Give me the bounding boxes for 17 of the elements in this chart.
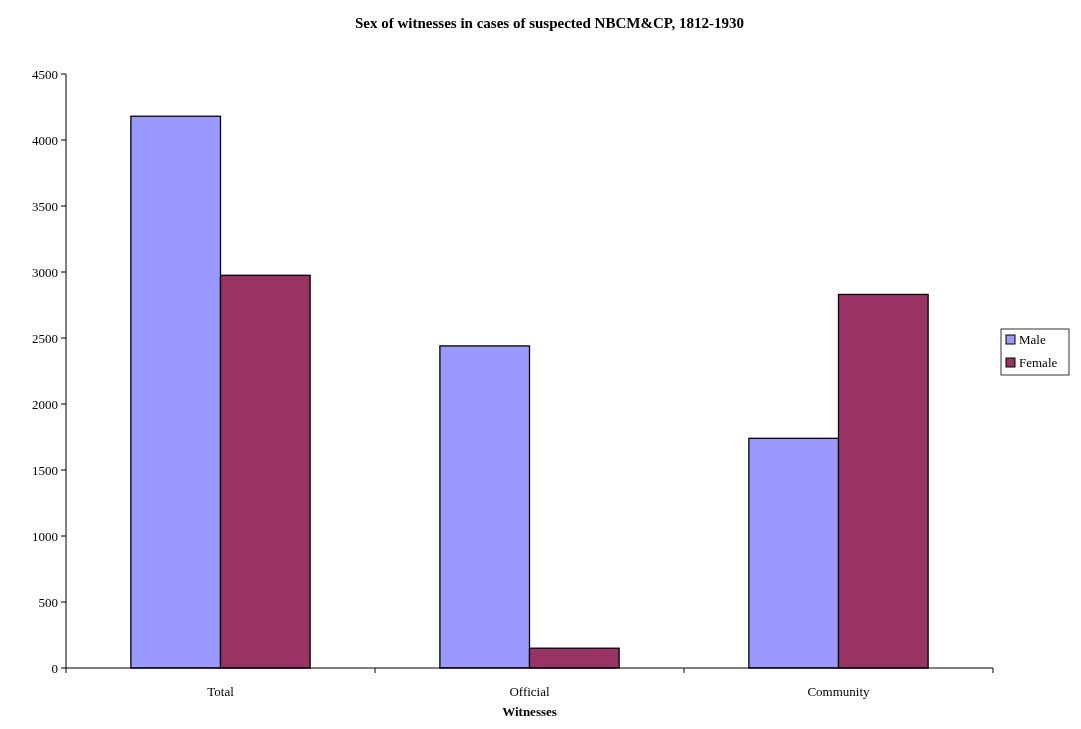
y-tick-label: 2500	[32, 330, 58, 346]
y-tick-label: 0	[51, 660, 58, 676]
x-tick-label: Community	[807, 684, 871, 699]
y-tick-label: 1500	[32, 462, 58, 478]
legend-label: Female	[1019, 355, 1058, 370]
y-tick-label: 1000	[32, 528, 58, 544]
y-tick-label: 4000	[32, 132, 58, 148]
chart-title: Sex of witnesses in cases of suspected NBCM&CP, 1812-1930	[354, 15, 745, 31]
x-axis-title: Witnesses	[502, 704, 557, 719]
y-tick-label: 3500	[32, 198, 58, 214]
y-tick-label: 3000	[32, 264, 58, 280]
x-tick-label: Official	[509, 684, 550, 699]
x-tick-label: Total	[207, 684, 235, 699]
y-tick-label: 4500	[32, 66, 58, 82]
legend-label: Male	[1019, 332, 1046, 347]
y-tick-label: 2000	[32, 396, 58, 412]
y-tick-label: 500	[38, 594, 58, 610]
